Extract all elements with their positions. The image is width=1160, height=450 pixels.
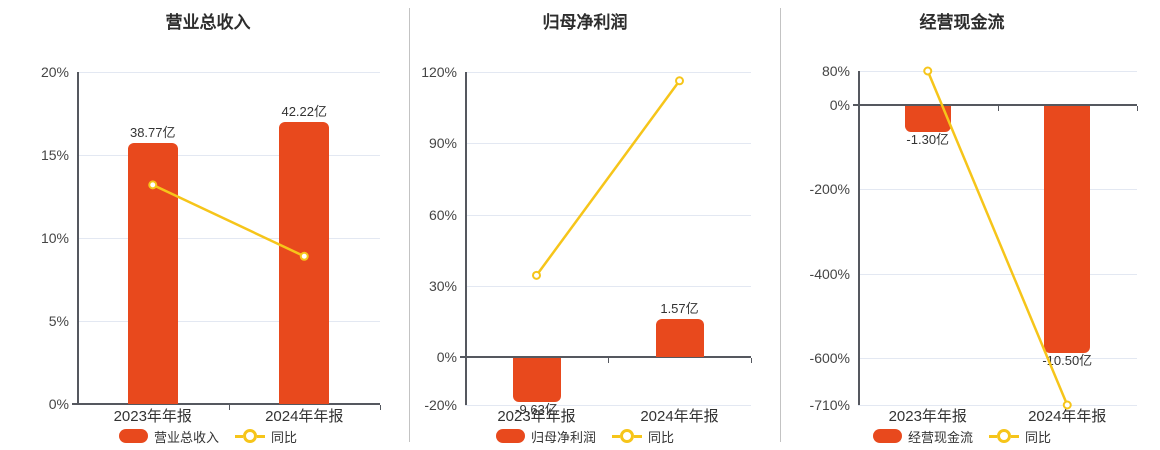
y-tick-label: 15% bbox=[40, 147, 69, 163]
gridline bbox=[77, 238, 380, 239]
chart-legend: 营业总收入 同比 bbox=[18, 427, 398, 445]
chart-title-net-profit: 归母净利润 bbox=[542, 13, 628, 32]
x-axis-tick bbox=[608, 358, 609, 364]
gridline bbox=[858, 71, 1137, 72]
gridline bbox=[858, 273, 1137, 275]
y-tick-label: -710% bbox=[809, 397, 850, 413]
line-marker[interactable] bbox=[532, 270, 541, 280]
bar-series-swatch-icon bbox=[118, 429, 148, 443]
y-tick-label: 60% bbox=[428, 206, 457, 223]
y-tick-label: 0% bbox=[829, 96, 850, 113]
gridline bbox=[77, 321, 380, 322]
x-axis-line bbox=[72, 403, 380, 405]
legend-item-line[interactable]: 同比 bbox=[235, 427, 297, 446]
x-axis-label: 2024年年报 bbox=[640, 408, 719, 425]
gridline bbox=[465, 286, 751, 288]
y-tick-label: 10% bbox=[40, 230, 69, 246]
bar-value-label: -1.30亿 bbox=[906, 132, 950, 148]
legend-item-bar[interactable]: 经营现金流 bbox=[872, 427, 973, 446]
bar-value-label: 1.57亿 bbox=[660, 301, 699, 317]
gridline bbox=[858, 405, 1137, 406]
x-axis-label: 2024年年报 bbox=[265, 408, 344, 425]
y-tick-label: -20% bbox=[424, 397, 457, 413]
x-axis-tick bbox=[1137, 105, 1138, 111]
bar-value-label: -9.63亿 bbox=[515, 401, 558, 417]
legend-item-bar[interactable]: 营业总收入 bbox=[118, 427, 219, 446]
y-tick-label: 0% bbox=[48, 396, 69, 412]
y-tick-label: 90% bbox=[428, 135, 457, 152]
bar-value-label: -10.50亿 bbox=[1042, 353, 1093, 369]
bar-2024年年报[interactable] bbox=[655, 319, 704, 358]
x-axis-label: 2024年年报 bbox=[1028, 408, 1107, 425]
y-tick-label: 5% bbox=[48, 313, 69, 329]
y-tick-label: -400% bbox=[809, 265, 850, 282]
line-marker[interactable] bbox=[675, 76, 684, 86]
gridline bbox=[465, 143, 751, 145]
bar-value-label: 42.22亿 bbox=[281, 103, 328, 119]
y-tick-label: 30% bbox=[428, 278, 457, 295]
gridline bbox=[465, 214, 751, 216]
chart-title-revenue: 营业总收入 bbox=[165, 13, 251, 32]
bar-2024年年报[interactable] bbox=[279, 121, 330, 404]
y-axis-line bbox=[465, 72, 467, 405]
line-series-marker-icon bbox=[989, 429, 1019, 443]
x-axis-line bbox=[460, 356, 751, 359]
gridline bbox=[858, 358, 1137, 360]
chart-legend: 归母净利润 同比 bbox=[395, 427, 775, 445]
gridline bbox=[858, 189, 1137, 191]
legend-label: 归母净利润 bbox=[530, 429, 596, 445]
gridline bbox=[77, 72, 380, 73]
legend-label: 同比 bbox=[271, 429, 298, 445]
chart-legend: 经营现金流 同比 bbox=[772, 427, 1152, 445]
y-axis-line bbox=[858, 71, 860, 405]
bar-2024年年报[interactable] bbox=[1044, 105, 1091, 354]
bar-series-swatch-icon bbox=[872, 429, 902, 443]
gridline bbox=[465, 405, 751, 406]
line-series-marker-icon bbox=[235, 429, 265, 443]
chart-title-cash-flow: 经营现金流 bbox=[919, 13, 1005, 32]
bar-2023年年报[interactable] bbox=[512, 358, 561, 402]
gridline bbox=[465, 72, 751, 73]
y-tick-label: 80% bbox=[821, 63, 850, 79]
legend-item-line[interactable]: 同比 bbox=[989, 427, 1051, 446]
bar-2023年年报[interactable] bbox=[904, 105, 951, 133]
y-tick-label: -200% bbox=[809, 181, 850, 198]
x-axis-tick bbox=[380, 405, 381, 410]
y-tick-label: 120% bbox=[421, 64, 457, 80]
gridline bbox=[77, 155, 380, 156]
legend-item-line[interactable]: 同比 bbox=[612, 427, 674, 446]
panel-divider bbox=[409, 8, 410, 442]
x-axis-tick bbox=[228, 405, 230, 410]
bar-2023年年报[interactable] bbox=[127, 143, 178, 404]
y-axis-line bbox=[77, 72, 79, 404]
panel-divider bbox=[780, 8, 781, 442]
legend-label: 经营现金流 bbox=[907, 429, 973, 445]
bar-series-swatch-icon bbox=[495, 429, 525, 443]
x-axis-label: 2023年年报 bbox=[888, 408, 967, 425]
x-axis-tick bbox=[997, 105, 999, 111]
x-axis-line bbox=[853, 103, 1137, 106]
x-axis-tick bbox=[751, 358, 752, 364]
line-series-marker-icon bbox=[612, 429, 642, 443]
y-tick-label: -600% bbox=[809, 350, 850, 367]
bar-value-label: 38.77亿 bbox=[129, 125, 176, 141]
trend-line[interactable] bbox=[535, 80, 681, 277]
x-axis-label: 2023年年报 bbox=[497, 408, 576, 425]
x-axis-label: 2023年年报 bbox=[113, 408, 192, 425]
legend-item-bar[interactable]: 归母净利润 bbox=[495, 427, 596, 446]
y-tick-label: 20% bbox=[40, 64, 69, 80]
legend-label: 营业总收入 bbox=[153, 429, 219, 445]
y-tick-label: 0% bbox=[436, 349, 457, 366]
legend-label: 同比 bbox=[648, 429, 675, 445]
legend-label: 同比 bbox=[1025, 429, 1052, 445]
